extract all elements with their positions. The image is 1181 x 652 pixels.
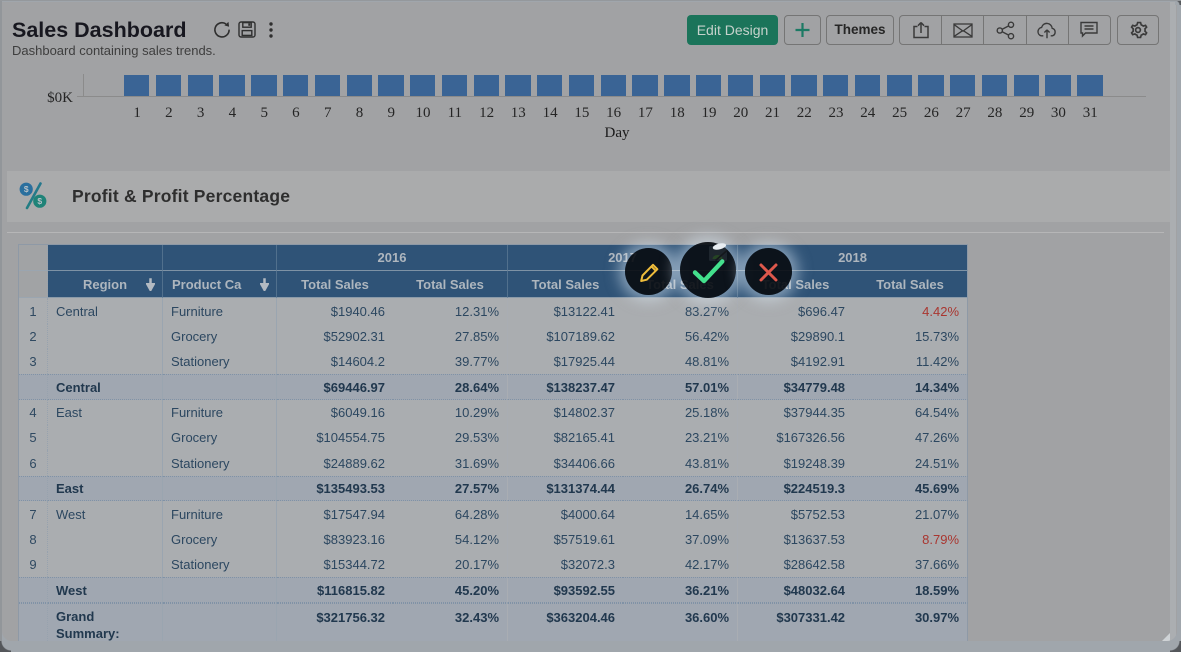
- svg-text:$: $: [24, 184, 29, 194]
- svg-text:$: $: [37, 196, 42, 206]
